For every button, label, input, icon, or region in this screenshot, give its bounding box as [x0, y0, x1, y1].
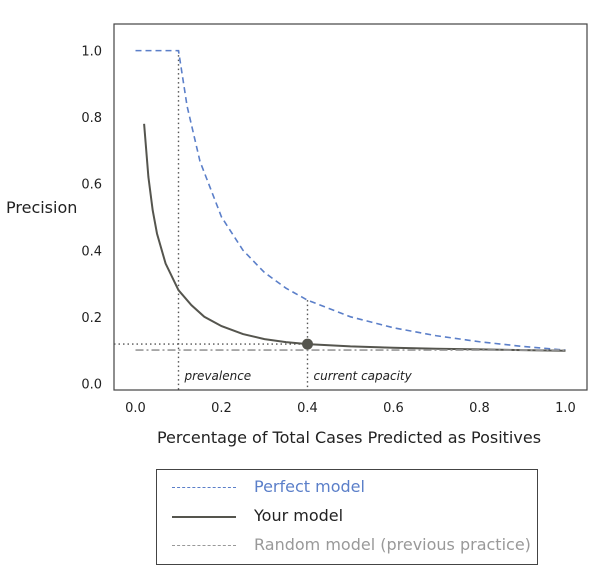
x-tick-label: 0.0: [125, 401, 146, 416]
series-line-your-model: [143, 123, 566, 352]
legend-item-your-model: Your model: [157, 504, 537, 530]
x-tick-label: 0.8: [469, 401, 490, 416]
y-tick-label: 0.2: [81, 311, 102, 326]
x-axis-label: Percentage of Total Cases Predicted as P…: [157, 428, 541, 447]
x-tick-label: 0.4: [297, 401, 318, 416]
legend-item-perfect-model: Perfect model: [157, 475, 537, 501]
x-tick-label: 0.2: [211, 401, 232, 416]
prevalence-label: prevalence: [184, 369, 252, 383]
y-tick-label: 0.0: [81, 377, 102, 392]
y-tick-label: 0.4: [81, 244, 102, 259]
legend-label-perfect-model: Perfect model: [254, 477, 365, 496]
series-layer: [135, 49, 566, 352]
current-capacity-label: current capacity: [314, 369, 413, 383]
y-tick-label: 0.8: [81, 111, 102, 126]
legend-label-your-model: Your model: [254, 506, 344, 525]
reference-lines: [114, 50, 309, 390]
y-axis-label: Precision: [6, 198, 77, 217]
legend-swatch-random-model: [172, 545, 236, 546]
legend: Perfect model Your model Random model (p…: [156, 469, 538, 565]
plot-frame: [113, 23, 588, 391]
legend-swatch-your-model: [172, 516, 236, 518]
series-line-perfect-model: [135, 49, 566, 351]
current-capacity-marker: [302, 338, 313, 350]
x-tick-label: 0.6: [383, 401, 404, 416]
y-tick-label: 1.0: [81, 45, 102, 60]
x-tick-label: 1.0: [555, 401, 576, 416]
y-tick-label: 0.6: [81, 178, 102, 193]
y-tick-labels: 0.0 0.2 0.4 0.6 0.8 1.0: [81, 45, 102, 393]
x-tick-labels: 0.0 0.2 0.4 0.6 0.8 1.0: [125, 401, 576, 416]
legend-label-random-model: Random model (previous practice): [254, 535, 531, 554]
legend-item-random-model: Random model (previous practice): [157, 533, 537, 559]
legend-swatch-perfect-model: [172, 487, 236, 488]
precision-chart: 0.0 0.2 0.4 0.6 0.8 1.0 0.0 0.2 0.4 0.6 0.8 1.0 pr…: [6, 23, 588, 447]
